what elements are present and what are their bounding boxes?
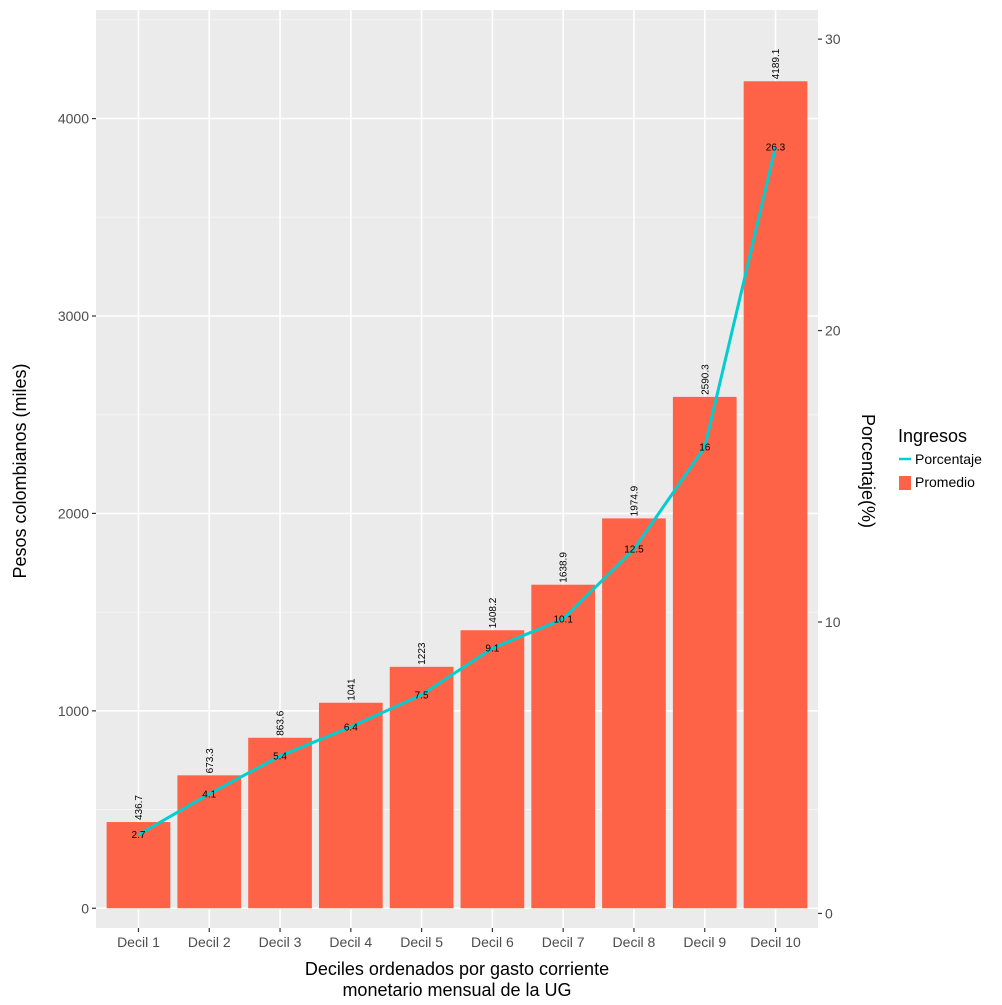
x-tick-label: Decil 8 bbox=[613, 934, 656, 950]
line-value-label: 7.5 bbox=[415, 690, 429, 701]
x-tick-label: Decil 3 bbox=[259, 934, 302, 950]
bar bbox=[389, 666, 454, 909]
legend-label-promedio: Promedio bbox=[915, 474, 975, 490]
x-tick-label: Decil 9 bbox=[683, 934, 726, 950]
bar-value-label: 1638.9 bbox=[559, 552, 570, 583]
legend-title: Ingresos bbox=[898, 426, 967, 446]
bar-value-label: 1041 bbox=[346, 678, 357, 701]
y-tick-label: 4000 bbox=[58, 111, 89, 127]
bar bbox=[248, 737, 312, 909]
bar bbox=[177, 775, 242, 909]
line-value-label: 5.4 bbox=[273, 752, 287, 763]
x-tick-label: Decil 5 bbox=[400, 934, 443, 950]
y-axis-title: Pesos colombianos (miles) bbox=[10, 363, 30, 578]
y-right-tick-label: 0 bbox=[825, 905, 833, 921]
x-tick-label: Decil 4 bbox=[329, 934, 372, 950]
line-value-label: 12.5 bbox=[624, 545, 644, 556]
bar-value-label: 1408.2 bbox=[488, 597, 499, 628]
bar bbox=[531, 584, 596, 909]
bar bbox=[106, 822, 171, 909]
bar-value-label: 2590.3 bbox=[700, 364, 711, 395]
line-value-label: 16 bbox=[699, 443, 711, 454]
bar bbox=[602, 518, 666, 909]
line-value-label: 26.3 bbox=[766, 142, 786, 153]
line-value-label: 4.1 bbox=[202, 789, 216, 800]
line-value-label: 9.1 bbox=[485, 644, 499, 655]
legend: Ingresos Porcentaje Promedio bbox=[898, 426, 982, 490]
x-tick-label: Decil 2 bbox=[188, 934, 231, 950]
y-right-tick-label: 30 bbox=[825, 31, 841, 47]
legend-key-promedio bbox=[899, 476, 911, 490]
bar bbox=[460, 630, 525, 909]
bar-value-label: 436.7 bbox=[134, 795, 145, 820]
line-value-label: 2.7 bbox=[132, 830, 146, 841]
x-axis-title-line2: monetario mensual de la UG bbox=[342, 980, 571, 1000]
y-tick-label: 1000 bbox=[58, 703, 89, 719]
legend-label-porcentaje: Porcentaje bbox=[915, 451, 982, 467]
y-axis-right-title: Porcentaje(%) bbox=[858, 414, 878, 528]
bar bbox=[743, 81, 808, 909]
y-right-tick-label: 10 bbox=[825, 614, 841, 630]
bar-value-label: 1223 bbox=[417, 642, 428, 665]
x-tick-label: Decil 7 bbox=[542, 934, 585, 950]
x-tick-label: Decil 6 bbox=[471, 934, 514, 950]
y-tick-label: 0 bbox=[81, 900, 89, 916]
y-tick-label: 2000 bbox=[58, 505, 89, 521]
y-right-tick-label: 20 bbox=[825, 323, 841, 339]
bar-value-label: 4189.1 bbox=[771, 48, 782, 79]
bar bbox=[672, 396, 737, 909]
bar-value-label: 863.6 bbox=[276, 710, 287, 735]
x-tick-label: Decil 1 bbox=[117, 934, 160, 950]
x-tick-label: Decil 10 bbox=[750, 934, 801, 950]
bar-value-label: 1974.9 bbox=[629, 485, 640, 516]
line-value-label: 6.4 bbox=[344, 722, 358, 733]
bar-value-label: 673.3 bbox=[205, 748, 216, 773]
y-tick-label: 3000 bbox=[58, 308, 89, 324]
line-value-label: 10.1 bbox=[553, 615, 573, 626]
line-series-porcentaje bbox=[137, 146, 777, 837]
x-axis-title-line1: Deciles ordenados por gasto corriente bbox=[305, 959, 609, 979]
bar bbox=[318, 702, 383, 909]
